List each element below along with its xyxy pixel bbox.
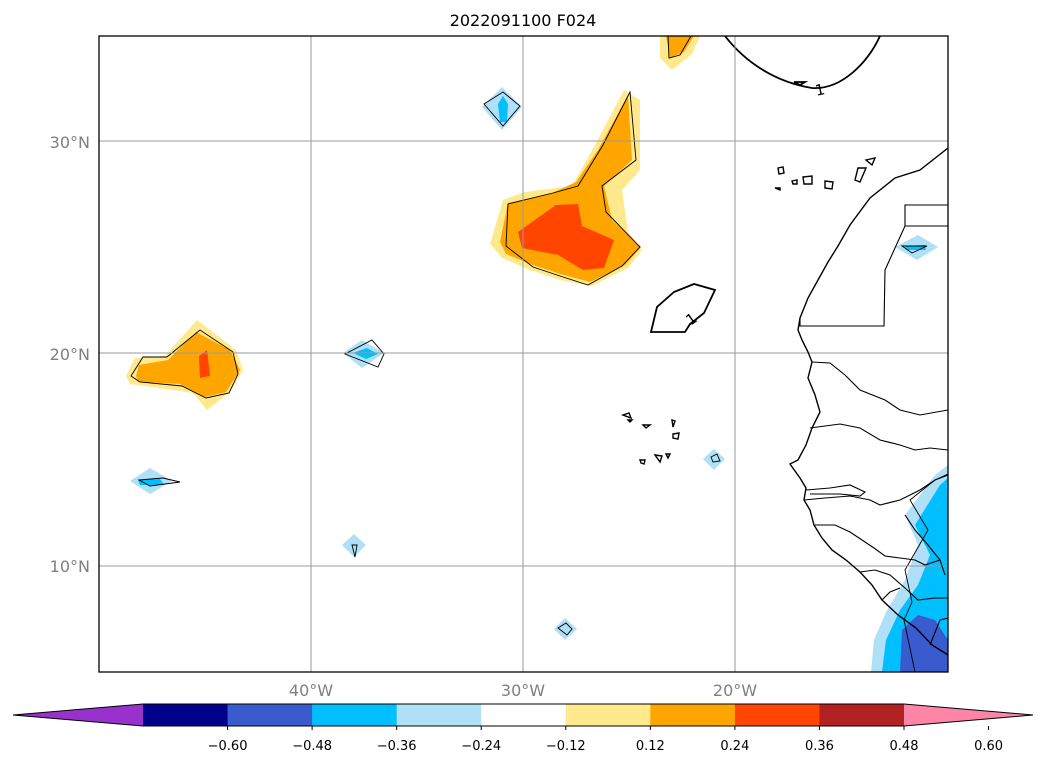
colorbar-segment (396, 704, 482, 726)
lat-label: 10°N (50, 557, 90, 576)
colorbar-tick-label: −0.24 (461, 739, 501, 754)
colorbar-tick-label: 0.36 (805, 739, 834, 754)
colorbar-tick-label: −0.36 (377, 739, 417, 754)
labelled-contour-lines (649, 36, 881, 333)
longitude-labels: 40°W 30°W 20°W (289, 681, 757, 700)
map-frame (98, 35, 949, 673)
colorbar-outline (12, 703, 1034, 727)
colorbar-segment (481, 704, 567, 726)
coastlines (620, 147, 948, 656)
colorbar-segment (143, 704, 229, 726)
lon-label: 40°W (289, 681, 333, 700)
colorbar-extend-low (13, 704, 143, 726)
colorbar-segment (312, 704, 398, 726)
colorbar-segment (650, 704, 736, 726)
map-title: 2022091100 F024 (450, 11, 597, 30)
lon-label: 20°W (713, 681, 757, 700)
colorbar: −0.60 −0.48 −0.36 −0.24 −0.12 0.12 0.24 0.36 0.4… (12, 703, 1034, 754)
colorbar-tick-label: 0.48 (890, 739, 919, 754)
colorbar-tick-label: −0.48 (292, 739, 332, 754)
colorbar-segment (565, 704, 651, 726)
colorbar-tick-label: −0.12 (546, 739, 586, 754)
colorbar-tick-label: 0.12 (636, 739, 665, 754)
colorbar-segment (227, 704, 313, 726)
anomaly-fill-layer (126, 36, 948, 672)
colorbar-extend-high (904, 704, 1033, 726)
lon-label: 30°W (501, 681, 545, 700)
gridlines (99, 36, 948, 672)
contour-label: 1 (813, 80, 826, 100)
lat-label: 30°N (50, 133, 90, 152)
colorbar-tick-label: −0.60 (208, 739, 248, 754)
colorbar-segment (819, 704, 905, 726)
country-borders (799, 204, 948, 646)
lat-label: 20°N (50, 345, 90, 364)
colorbar-segment (734, 704, 820, 726)
map-panel: 1 1 (99, 36, 948, 672)
latitude-labels: 30°N 20°N 10°N (50, 133, 90, 576)
colorbar-tick-label: 0.24 (720, 739, 749, 754)
colorbar-tick-label: 0.60 (974, 739, 1003, 754)
